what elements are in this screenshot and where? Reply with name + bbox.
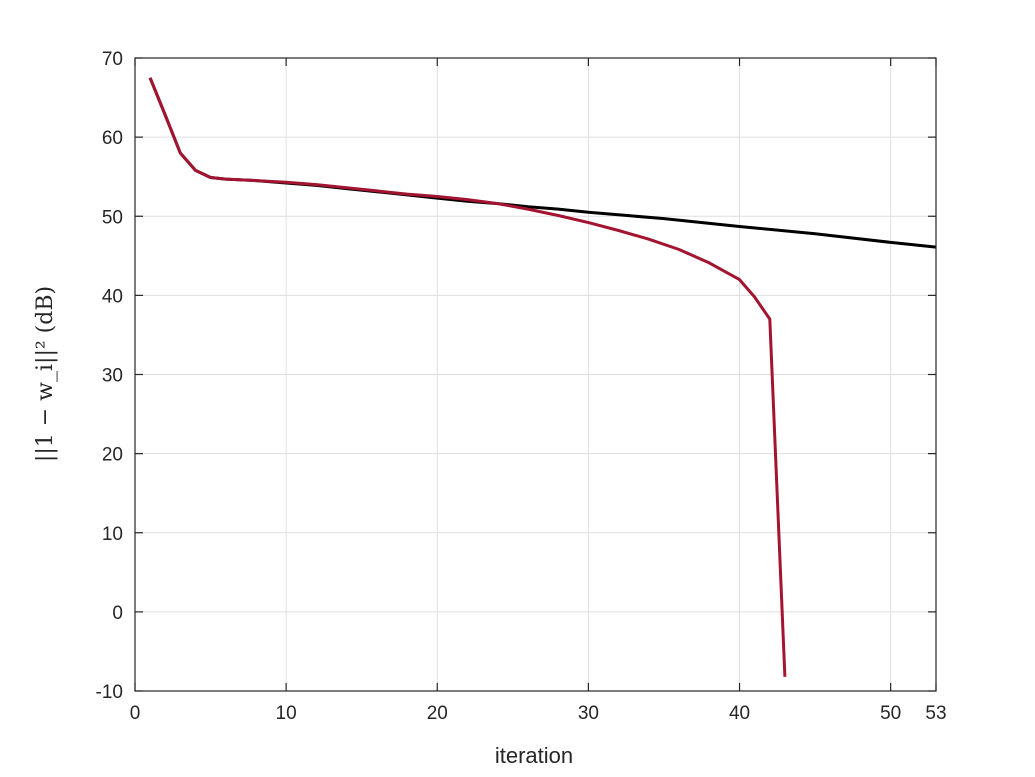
x-tick-label: 53 — [925, 703, 946, 724]
y-axis-label: ||1 − w_i||² (dB) — [33, 286, 58, 462]
y-tick-label: 50 — [102, 207, 123, 228]
series-lines — [148, 77, 937, 677]
x-tick-label: 0 — [130, 703, 141, 724]
y-tick-label: 40 — [102, 286, 123, 307]
y-tick-label: 10 — [102, 524, 123, 545]
x-axis-ticks: 0 10 20 30 40 50 53 — [130, 58, 947, 724]
x-tick-label: 40 — [729, 703, 750, 724]
x-tick-label: 10 — [276, 703, 297, 724]
y-tick-label: 20 — [102, 445, 123, 466]
grid-lines — [135, 58, 936, 691]
x-axis-label: iteration — [495, 743, 573, 768]
y-tick-label: 70 — [102, 49, 123, 70]
x-tick-label: 20 — [427, 703, 448, 724]
x-tick-label: 50 — [880, 703, 901, 724]
y-tick-label: -10 — [96, 682, 123, 703]
y-axis-ticks: -10 0 10 20 30 40 50 60 70 — [96, 49, 936, 703]
y-tick-label: 60 — [102, 128, 123, 149]
series-line-2 — [148, 77, 787, 677]
y-tick-label: 0 — [112, 603, 123, 624]
y-axis-label-group: ||1 − w_i||² (dB) — [33, 286, 58, 462]
x-tick-label: 30 — [578, 703, 599, 724]
y-tick-label: 30 — [102, 366, 123, 387]
